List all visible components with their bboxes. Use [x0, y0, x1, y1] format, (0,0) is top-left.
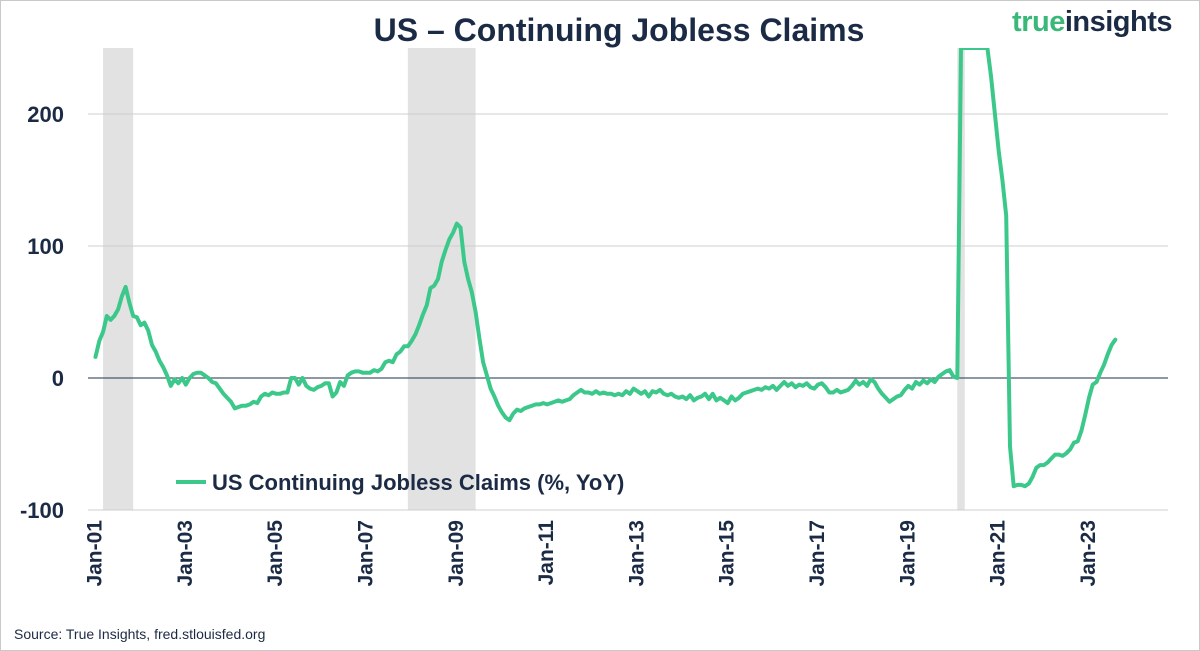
gridlines: [88, 113, 1168, 511]
x-tick-label: Jan-11: [535, 520, 558, 586]
legend-label: US Continuing Jobless Claims (%, YoY): [212, 470, 624, 495]
x-axis-ticks: Jan-01 Jan-03 Jan-05 Jan-07 Jan-09 Jan-11 Jan-…: [84, 520, 1100, 587]
recession-band-1: [407, 48, 476, 510]
brand-logo-part1: true: [1012, 6, 1065, 38]
brand-logo-part2: insights: [1064, 6, 1173, 38]
brand-logo: trueinsights: [1012, 6, 1172, 39]
source-note: Source: True Insights, fred.stlouisfed.o…: [14, 626, 266, 642]
x-tick-label: Jan-09: [445, 520, 468, 587]
recession-bands: [103, 48, 965, 510]
series-layer: [93, 48, 1118, 489]
x-tick-label: Jan-01: [84, 520, 107, 587]
x-tick-label: Jan-17: [806, 520, 829, 587]
x-tick-label: Jan-05: [264, 520, 287, 587]
x-tick-label: Jan-03: [174, 520, 197, 587]
y-axis-ticks: -100 0 100 200: [20, 102, 64, 523]
recession-band-0: [103, 48, 134, 510]
y-tick-label: -100: [20, 498, 64, 523]
series-line-0: [93, 48, 1118, 489]
x-tick-label: Jan-13: [625, 520, 648, 587]
recession-band-2: [957, 48, 965, 510]
x-tick-label: Jan-19: [896, 520, 919, 587]
y-tick-label: 0: [52, 366, 64, 391]
chart-title: US – Continuing Jobless Claims: [373, 12, 865, 48]
x-tick-label: Jan-15: [716, 520, 739, 587]
x-tick-label: Jan-21: [987, 520, 1010, 587]
y-tick-label: 100: [27, 234, 64, 259]
y-tick-label: 200: [27, 102, 64, 127]
x-tick-label: Jan-23: [1077, 520, 1100, 587]
x-tick-label: Jan-07: [354, 520, 377, 587]
legend: US Continuing Jobless Claims (%, YoY): [176, 470, 624, 495]
